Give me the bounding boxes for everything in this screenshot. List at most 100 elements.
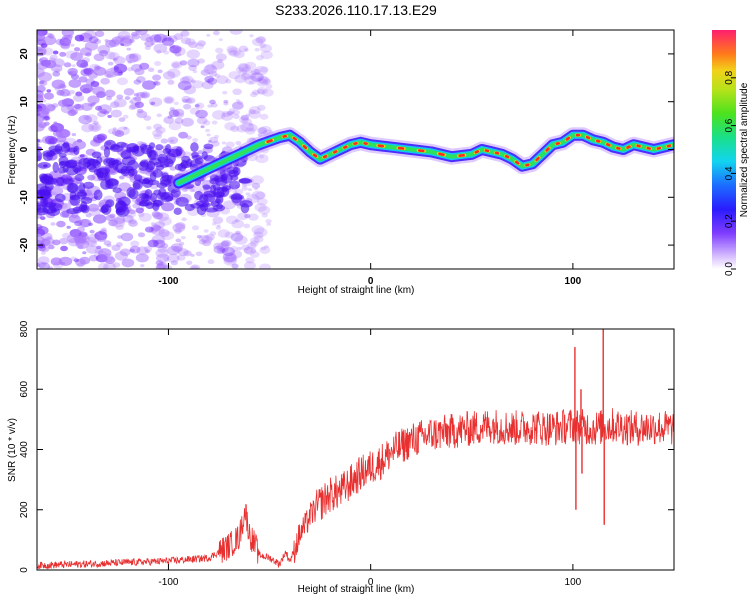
spectrogram-noise-blob [53,162,59,173]
spectrogram-noise-blob [44,116,50,120]
spectrogram-noise-blob [181,156,190,163]
spectrogram-noise-blob [126,166,134,171]
spectrogram-y-tick-label: 0 [19,146,30,152]
spectrogram-noise-blob [232,88,241,95]
spectrogram-noise-blob [34,151,42,162]
spectrogram-noise-blob [195,104,200,108]
spectrogram-noise-blob [58,167,66,174]
spectrogram-noise-blob [48,137,58,144]
spectrogram-noise-blob [168,137,179,144]
spectrogram-noise-blob [171,260,178,265]
spectrogram-noise-blob [254,48,259,52]
spectrogram-noise-blob [161,139,168,144]
spectrogram-noise-blob [97,235,107,242]
spectrogram-noise-blob [213,31,220,36]
spectrogram-ridge-peak-core [607,144,609,145]
spectrogram-noise-blob [212,110,226,119]
snr-y-axis-label: SNR (10 * v/v) [7,418,18,482]
spectrogram-noise-blob [211,61,224,70]
spectrogram-noise-blob [134,68,144,75]
spectrogram-noise-blob [229,108,236,113]
spectrogram-noise-blob [244,214,250,219]
spectrogram-x-axis-label: Height of straight line (km) [298,285,415,296]
spectrogram-noise-blob [158,70,163,74]
spectrogram-noise-blob [67,110,76,116]
spectrogram-noise-blob [105,52,116,60]
spectrogram-noise-blob [70,52,83,61]
spectrogram-noise-blob [256,55,264,60]
spectrogram-noise-blob [70,44,74,47]
spectrogram-noise-blob [80,154,85,157]
spectrogram-noise-blob [134,97,141,102]
spectrogram-noise-blob [238,63,249,71]
spectrogram-ridge-peak-core [506,156,508,157]
spectrogram-noise-blob [249,34,253,37]
spectrogram-noise-blob [150,193,157,202]
spectrogram-noise-blob [106,215,115,221]
spectrogram-noise-blob [44,93,54,100]
spectrogram-noise-blob [46,89,51,92]
spectrogram-noise-blob [89,36,99,43]
spectrogram-noise-blob [208,259,215,264]
spectrogram-ridge-peak-core [294,138,296,139]
spectrogram-noise-blob [128,218,136,224]
spectrogram-noise-blob [125,96,131,100]
spectrogram-noise-blob [130,249,135,253]
spectrogram-noise-blob [94,65,100,69]
spectrogram-noise-blob [56,221,66,228]
spectrogram-noise-blob [151,42,155,45]
spectrogram-noise-blob [35,146,42,151]
spectrogram-noise-blob [205,207,218,212]
spectrogram-noise-blob [122,258,135,267]
snr-line-group [37,329,674,569]
spectrogram-noise-blob [52,240,60,246]
colorbar-tick-label: 0.8 [724,70,735,84]
spectrogram-noise-blob [150,171,157,181]
spectrogram-noise-blob [74,104,82,109]
spectrogram-noise-blob [135,102,144,108]
spectrogram-noise-blob [127,48,131,51]
spectrogram-noise-blob [187,49,200,58]
spectrogram-noise-blob [203,120,210,125]
spectrogram-noise-blob [54,87,60,91]
spectrogram-noise-blob [64,62,71,67]
spectrogram-noise-blob [132,146,145,157]
spectrogram-ridge-peak-core [516,162,518,163]
spectrogram-noise-blob [210,231,217,236]
spectrogram-noise-blob [52,58,64,67]
spectrogram-noise-blob [174,102,179,106]
spectrogram-noise-blob [38,31,43,35]
spectrogram-noise-blob [111,110,122,118]
spectrogram-noise-blob [159,262,164,266]
spectrogram-noise-blob [181,118,194,127]
spectrogram-noise-blob [195,110,208,119]
spectrogram-noise-blob [172,62,180,68]
spectrogram-noise-blob [195,43,204,49]
spectrogram-noise-blob [52,126,58,130]
spectrogram-noise-blob [225,256,230,260]
spectrogram-ridge-peak-core [476,151,478,152]
spectrogram-noise-blob [217,224,221,227]
spectrogram-noise-blob [78,220,83,223]
spectrogram-noise-blob [261,247,266,250]
spectrogram-noise-blob [249,81,254,84]
spectrogram-noise-blob [146,126,152,130]
spectrogram-noise-blob [156,113,161,117]
spectrogram-noise-blob [114,98,127,107]
spectrogram-noise-blob [176,239,182,243]
spectrogram-ridge-peak-core [314,155,316,156]
spectrogram-noise-blob [171,243,183,251]
spectrogram-noise-blob [88,103,92,106]
spectrogram-noise-blob [40,216,46,220]
spectrogram-noise-blob [259,263,271,271]
spectrogram-noise-blob [145,250,150,254]
spectrogram-noise-blob [180,77,190,84]
spectrogram-noise-blob [67,234,80,243]
spectrogram-noise-blob [88,72,98,79]
spectrogram-noise-blob [44,122,50,126]
spectrogram-noise-blob [240,122,254,132]
spectrogram-noise-blob [148,68,154,72]
spectrogram-noise-blob [87,159,97,165]
